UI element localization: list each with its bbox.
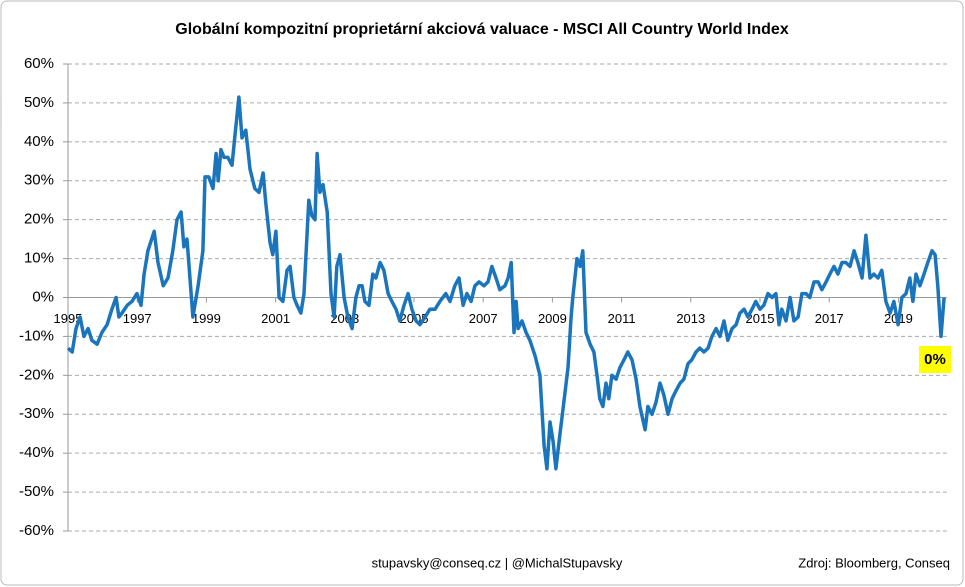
x-tick-label: 2009: [538, 311, 567, 326]
y-tick-label: 50%: [24, 94, 54, 111]
footer: stupavsky@conseq.cz | @MichalStupavsky: [372, 555, 623, 570]
x-tick-label: 2017: [815, 311, 844, 326]
y-tick-label: 0%: [32, 288, 54, 305]
x-tick-label: 2011: [608, 311, 636, 326]
y-tick-label: -60%: [19, 522, 54, 539]
y-tick-label: -30%: [19, 405, 54, 422]
x-tick-label: 1999: [192, 311, 221, 326]
x-tick-label: 2013: [676, 311, 705, 326]
y-tick-label: 30%: [24, 172, 54, 189]
y-tick-label: 40%: [24, 133, 54, 150]
y-tick-label: 10%: [24, 250, 54, 267]
y-tick-label: 60%: [24, 55, 54, 72]
x-tick-label: 2007: [469, 311, 498, 326]
annotation: 0%: [924, 351, 946, 368]
x-tick-label: 2001: [261, 311, 290, 326]
chart-title: Globální kompozitní proprietární akciová…: [175, 21, 789, 38]
source: Zdroj: Bloomberg, Conseq: [798, 555, 950, 570]
annotation-box: [919, 346, 951, 373]
y-tick-label: -40%: [19, 444, 54, 461]
y-tick-label: -20%: [19, 366, 54, 383]
x-tick-label: 2015: [746, 311, 775, 326]
x-tick-label: 1995: [54, 311, 83, 326]
x-tick-label: 1997: [123, 311, 152, 326]
y-tick-label: 20%: [24, 211, 54, 228]
data-line: [66, 95, 946, 471]
y-tick-label: -50%: [19, 483, 54, 500]
y-tick-label: -10%: [19, 327, 54, 344]
